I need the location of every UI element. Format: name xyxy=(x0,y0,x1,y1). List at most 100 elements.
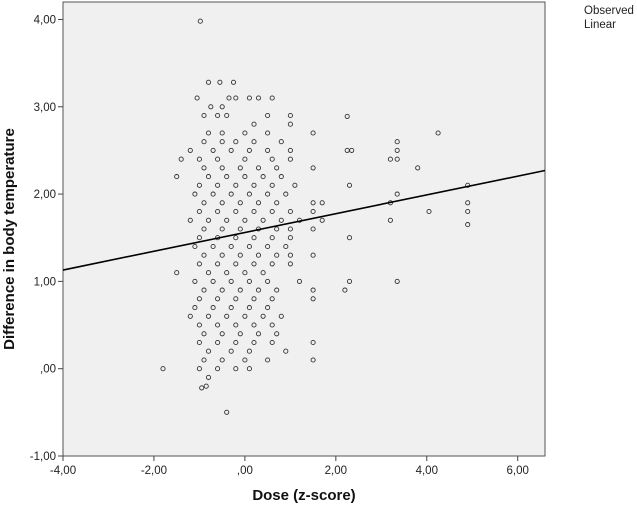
data-point xyxy=(287,235,293,241)
data-point xyxy=(278,174,284,180)
data-point xyxy=(344,113,350,119)
data-point xyxy=(215,339,221,346)
data-point xyxy=(215,261,221,267)
data-point xyxy=(215,366,221,372)
data-point xyxy=(233,208,239,215)
data-point xyxy=(415,165,421,171)
data-point xyxy=(192,243,198,250)
data-point xyxy=(187,147,193,153)
data-point xyxy=(260,270,266,276)
data-point xyxy=(394,156,400,162)
data-point xyxy=(246,305,252,311)
data-point xyxy=(319,217,325,223)
data-point xyxy=(274,287,280,293)
data-point xyxy=(174,270,180,276)
y-tick-label: ,00 xyxy=(40,364,56,376)
data-point xyxy=(219,200,225,206)
data-point xyxy=(274,200,280,206)
data-point xyxy=(255,95,262,101)
x-tick-label: 2,00 xyxy=(325,465,347,477)
data-point xyxy=(260,313,266,319)
data-point xyxy=(233,139,239,145)
data-point xyxy=(228,305,234,311)
data-point xyxy=(196,182,202,188)
data-point xyxy=(251,121,257,127)
data-point xyxy=(269,322,275,328)
data-point xyxy=(346,235,353,241)
data-point xyxy=(219,357,225,363)
legend-item-linear: Linear xyxy=(584,19,616,31)
legend: Observed Linear xyxy=(584,4,634,32)
data-point xyxy=(205,348,212,354)
data-point xyxy=(224,112,230,119)
data-point xyxy=(242,156,248,162)
data-point xyxy=(219,331,225,337)
data-point xyxy=(203,383,209,389)
data-point xyxy=(251,261,257,267)
data-point xyxy=(219,104,225,110)
data-point xyxy=(215,322,221,328)
data-point xyxy=(210,147,216,153)
data-point xyxy=(242,174,248,180)
plot-area xyxy=(62,1,546,457)
data-point xyxy=(208,104,214,110)
data-point xyxy=(196,366,202,372)
data-point xyxy=(287,252,293,258)
x-tick-label: 6,00 xyxy=(507,465,529,477)
data-point xyxy=(197,18,203,24)
data-point xyxy=(310,165,316,171)
data-point xyxy=(201,165,207,171)
y-tick-label: 3,00 xyxy=(34,102,56,114)
data-point xyxy=(274,165,280,171)
data-point xyxy=(233,339,239,346)
x-tick-label: -4,00 xyxy=(50,465,76,477)
data-point xyxy=(255,200,262,206)
legend-item-observed: Observed xyxy=(584,5,634,17)
data-point xyxy=(201,331,207,337)
data-point xyxy=(310,252,316,258)
data-point xyxy=(265,357,271,363)
data-point xyxy=(174,174,180,180)
data-point xyxy=(224,409,230,415)
data-point xyxy=(269,235,275,241)
data-point xyxy=(283,243,289,250)
data-point xyxy=(278,313,284,319)
data-point xyxy=(224,313,230,319)
data-point xyxy=(260,217,266,223)
data-point xyxy=(230,79,237,85)
data-point xyxy=(394,139,400,145)
data-point xyxy=(394,191,400,197)
data-point xyxy=(228,278,234,284)
data-point xyxy=(219,252,225,258)
y-tick-label: 1,00 xyxy=(34,276,56,288)
data-point xyxy=(242,270,248,276)
data-point xyxy=(283,348,289,354)
data-point xyxy=(201,252,207,258)
data-point xyxy=(201,112,207,119)
data-point xyxy=(387,156,393,162)
data-point xyxy=(228,147,234,153)
data-point xyxy=(251,139,257,145)
data-point xyxy=(219,287,225,293)
data-point xyxy=(246,191,252,197)
data-point xyxy=(255,331,262,337)
data-point xyxy=(210,305,216,311)
data-point xyxy=(196,322,202,328)
data-point xyxy=(215,208,221,215)
x-tick-label: -2,00 xyxy=(141,465,167,477)
data-point xyxy=(251,322,257,328)
data-point xyxy=(233,261,239,267)
data-point xyxy=(226,95,232,101)
data-point xyxy=(215,112,221,119)
data-point xyxy=(251,339,257,346)
data-point xyxy=(269,95,275,101)
data-point xyxy=(265,278,271,284)
data-point xyxy=(228,243,234,250)
data-point xyxy=(255,165,262,171)
data-point xyxy=(246,278,252,284)
data-point xyxy=(255,287,262,293)
data-point xyxy=(201,287,207,293)
data-point xyxy=(287,226,293,232)
x-tick-label: 4,00 xyxy=(416,465,438,477)
data-point xyxy=(246,147,252,153)
